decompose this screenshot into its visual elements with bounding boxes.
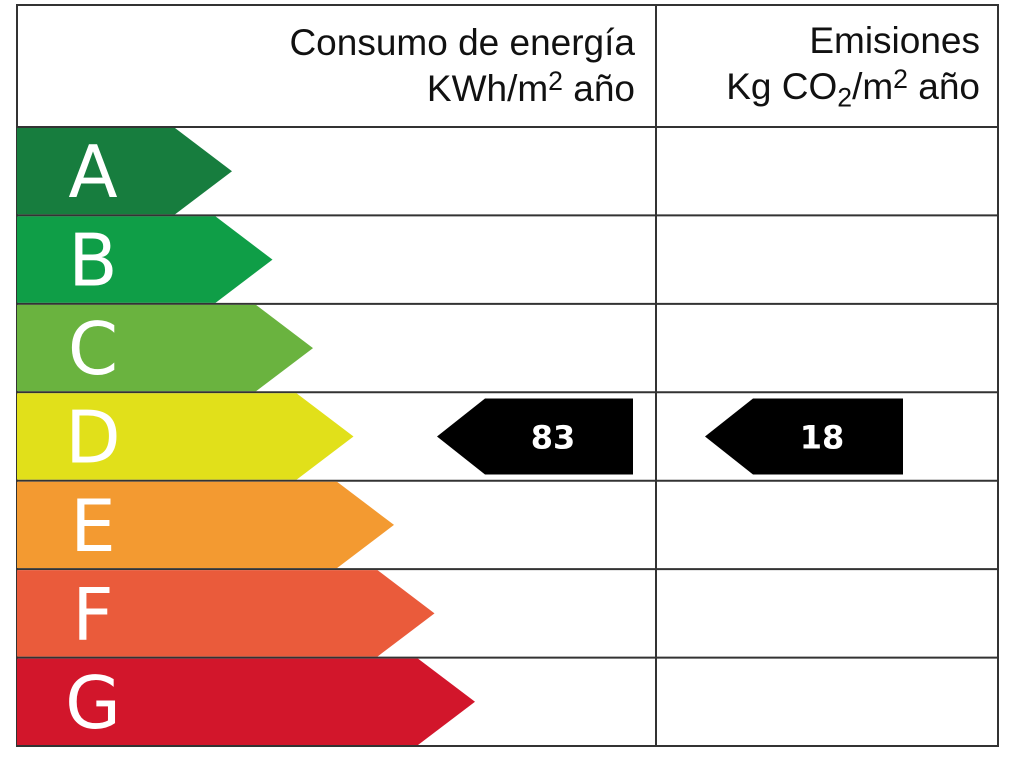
class-arrow-b — [17, 216, 273, 303]
rating-value-emissions: 18 — [800, 419, 845, 457]
class-arrow-g — [17, 658, 475, 745]
class-letter-c: C — [68, 307, 118, 391]
class-letter-b: B — [68, 219, 117, 303]
class-letter-e: E — [70, 484, 116, 568]
class-letter-d: D — [65, 396, 120, 480]
class-arrow-c — [17, 304, 313, 392]
energy-column-unit: KWh/m2 año — [426, 65, 635, 109]
class-letter-f: F — [72, 572, 113, 656]
emissions-column-unit: Kg CO2/m2 año — [726, 63, 980, 113]
emissions-column-header: Emisiones Kg CO2/m2 año — [726, 18, 980, 113]
class-arrow-e — [17, 481, 394, 569]
class-arrow-d — [17, 393, 354, 480]
rating-marker-energy — [437, 398, 633, 475]
rating-marker-emissions — [705, 398, 903, 475]
rating-value-energy: 83 — [531, 419, 576, 457]
class-arrow-a — [17, 128, 232, 215]
energy-column-title: Consumo de energía — [289, 22, 635, 63]
class-arrow-f — [17, 570, 435, 657]
emissions-column-title: Emisiones — [809, 20, 980, 61]
class-letter-a: A — [68, 130, 117, 214]
class-letter-g: G — [65, 661, 121, 745]
energy-column-header: Consumo de energía KWh/m2 año — [289, 20, 635, 112]
